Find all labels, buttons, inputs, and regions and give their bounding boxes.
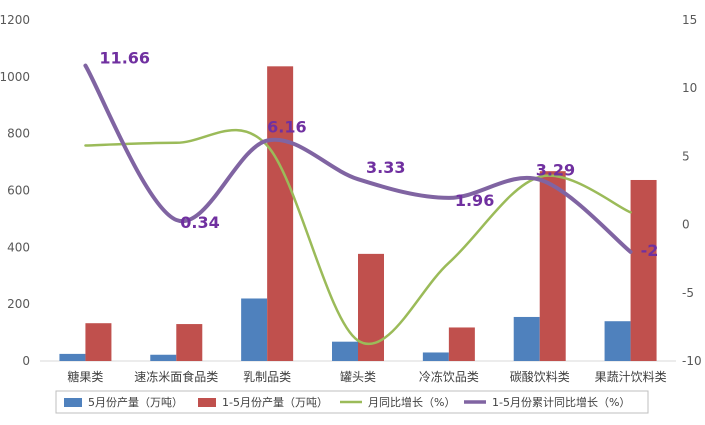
category-label: 速冻米面食品类 — [134, 369, 218, 384]
left-tick-label: 0 — [22, 354, 30, 368]
bar — [630, 179, 657, 361]
left-tick-label: 1000 — [0, 70, 30, 84]
category-label: 罐头类 — [340, 370, 376, 384]
right-tick-label: 0 — [682, 218, 690, 232]
bar — [150, 354, 177, 361]
category-label: 冷冻饮品类 — [419, 369, 479, 384]
legend: 5月份产量（万吨） 1-5月份产量（万吨） 月同比增长（%） 1-5月份累计同比增长（… — [55, 390, 649, 414]
left-tick-label: 200 — [7, 297, 30, 311]
category-labels: 糖果类 速冻米面食品类 乳制品类 罐头类 冷冻饮品类 碳酸饮料类 果蔬汁饮料类 — [67, 369, 666, 384]
bars — [59, 66, 657, 362]
category-label: 乳制品类 — [243, 370, 291, 384]
data-label: 1.96 — [455, 191, 494, 210]
legend-swatch — [198, 398, 216, 407]
data-label: 0.34 — [180, 213, 219, 232]
data-label: -2 — [641, 241, 659, 260]
legend-label: 1-5月份累计同比增长（%） — [492, 395, 630, 409]
left-tick-label: 800 — [7, 127, 30, 141]
data-labels: 11.66 0.34 6.16 3.33 1.96 3.29 -2 — [99, 49, 658, 260]
right-tick-label: 15 — [682, 13, 697, 27]
left-tick-label: 400 — [7, 240, 30, 254]
data-label: 3.33 — [366, 158, 405, 177]
legend-label: 1-5月份产量（万吨） — [222, 395, 328, 409]
data-label: 11.66 — [99, 49, 150, 68]
right-tick-label: -5 — [682, 286, 694, 300]
lines — [83, 63, 633, 345]
right-tick-label: 5 — [682, 149, 690, 163]
data-label: 3.29 — [536, 161, 575, 180]
bar — [604, 321, 631, 361]
legend-label: 月同比增长（%） — [368, 395, 455, 409]
data-label: 6.16 — [267, 118, 306, 137]
category-label: 糖果类 — [67, 369, 103, 384]
bar — [176, 324, 203, 361]
bar — [422, 352, 449, 361]
bar — [267, 66, 294, 362]
left-tick-label: 600 — [7, 184, 30, 198]
left-tick-label: 1200 — [0, 13, 30, 27]
bar — [332, 341, 358, 361]
right-axis-ticks: -10 -5 0 5 10 15 — [682, 13, 702, 368]
bar — [448, 327, 475, 361]
bar — [85, 323, 112, 361]
legend-swatch — [64, 398, 82, 407]
category-label: 碳酸饮料类 — [510, 369, 570, 384]
right-tick-label: -10 — [682, 354, 702, 368]
bar — [59, 353, 86, 361]
bar — [539, 171, 566, 361]
right-tick-label: 10 — [682, 81, 697, 95]
legend-label: 5月份产量（万吨） — [88, 395, 183, 409]
category-label: 果蔬汁饮料类 — [595, 370, 667, 384]
left-axis-ticks: 0 200 400 600 800 1000 1200 — [0, 13, 30, 368]
bar — [513, 316, 540, 361]
bar — [241, 298, 268, 361]
cumulative-growth-line — [83, 63, 633, 254]
